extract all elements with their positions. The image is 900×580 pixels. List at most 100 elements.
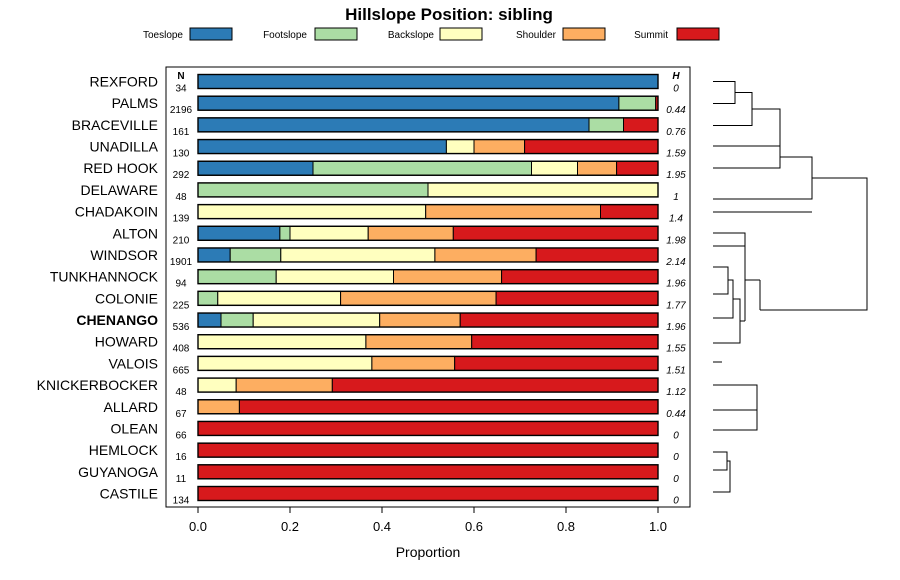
bar-segment-toeslope (197, 139, 447, 155)
h-header: H (672, 71, 680, 82)
n-value: 225 (173, 300, 190, 311)
legend-label-toeslope: Toeslope (143, 30, 183, 41)
bar-segment-shoulder (434, 247, 537, 263)
dendro-branch (713, 460, 731, 493)
bar-row: HOWARD 408 1.55 (95, 334, 686, 355)
bar-segment-backslope (427, 182, 659, 198)
bar-segment-shoulder (425, 204, 602, 220)
bar-segment-footslope (312, 160, 532, 176)
dendro-branch (713, 298, 741, 344)
bar-segment-shoulder (197, 399, 240, 415)
bar-outline (197, 312, 659, 328)
bar-segment-toeslope (197, 312, 222, 328)
bar-segment-shoulder (371, 355, 456, 371)
bar-segment-shoulder (367, 225, 454, 241)
bar-outline (197, 203, 659, 220)
legend-label-footslope: Footslope (263, 30, 307, 41)
bar-outline (197, 399, 659, 415)
bar-segment-summit (524, 139, 659, 155)
x-tick-label: 0.8 (557, 519, 575, 534)
row-label: RED HOOK (83, 160, 158, 176)
bar-row: HEMLOCK 16 0 (89, 442, 679, 463)
dendro-branch (713, 156, 813, 200)
bar-segment-summit (238, 399, 659, 415)
bar-row: GUYANOGA 11 0 (78, 464, 679, 485)
bar-segment-shoulder (393, 269, 503, 285)
h-value: 0.44 (666, 409, 686, 420)
bar-segment-backslope (197, 204, 427, 220)
bar-row: PALMS 2196 0.44 (112, 95, 687, 116)
bar-segment-backslope (289, 225, 369, 241)
x-tick-label: 0.4 (373, 519, 391, 534)
bar-row: DELAWARE 48 1 (80, 182, 678, 203)
row-label: ALTON (113, 225, 158, 241)
h-value: 0.76 (666, 127, 686, 138)
bar-outline (197, 95, 659, 111)
chart-title: Hillslope Position: sibling (345, 5, 553, 24)
h-value: 0 (673, 474, 679, 485)
bar-segment-toeslope (197, 225, 281, 241)
x-tick-label: 0.2 (281, 519, 299, 534)
h-value: 1.4 (669, 214, 683, 225)
bar-segment-summit (535, 247, 659, 263)
bar-segment-footslope (588, 117, 624, 133)
bar-segment-toeslope (197, 74, 659, 89)
bar-row: CHADAKOIN 139 1.4 (75, 204, 684, 225)
bar-segment-shoulder (340, 290, 497, 306)
legend-swatch-shoulder (562, 27, 606, 41)
bar-row: CHENANGO 536 1.96 (76, 312, 686, 333)
bar-segment-backslope (197, 334, 367, 350)
legend-swatch-summit (676, 27, 720, 41)
dendro-branch (713, 232, 746, 247)
bar-segment-toeslope (197, 160, 314, 176)
bar-outline (197, 225, 659, 241)
bar-row: RED HOOK 292 1.95 (83, 160, 686, 181)
bar-outline (197, 485, 659, 502)
dendro-branch (713, 451, 728, 471)
h-value: 0 (673, 452, 679, 463)
dendro-branch (713, 279, 734, 319)
bar-outline (197, 420, 659, 437)
n-value: 536 (173, 322, 190, 333)
bar-row: WINDSOR 1901 2.14 (90, 247, 686, 268)
dendrogram (713, 81, 868, 493)
bar-row: UNADILLA 130 1.59 (90, 139, 687, 160)
bar-segment-toeslope (197, 117, 590, 133)
plot-frame (165, 66, 691, 508)
bar-segment-summit (623, 117, 659, 133)
row-label: HEMLOCK (89, 442, 159, 458)
legend-swatch-footslope (314, 27, 358, 41)
n-header: N (177, 71, 184, 82)
x-tick-label: 0.0 (189, 519, 207, 534)
row-label: OLEAN (111, 420, 158, 436)
legend: Toeslope Footslope Backslope Shoulder Summit (143, 27, 720, 41)
row-label: REXFORD (90, 74, 158, 90)
legend-swatch-backslope (439, 27, 483, 41)
n-value: 11 (176, 474, 187, 485)
n-value: 67 (175, 409, 187, 420)
h-value: 1.51 (666, 365, 685, 376)
bar-segment-backslope (252, 312, 381, 328)
bar-segment-toeslope (197, 95, 620, 111)
h-value: 2.14 (665, 257, 686, 268)
x-axis-title: Proportion (396, 544, 461, 560)
bar-row: VALOIS 665 1.51 (108, 355, 685, 376)
h-value: 1.77 (666, 300, 686, 311)
bar-segment-footslope (229, 247, 282, 263)
bar-segment-backslope (280, 247, 436, 263)
h-value: 1.59 (666, 149, 686, 160)
h-value: 0 (673, 430, 679, 441)
bar-outline (197, 73, 659, 90)
n-value: 34 (175, 84, 187, 95)
row-label: ALLARD (104, 399, 158, 415)
bar-segment-summit (197, 486, 659, 501)
bar-segment-shoulder (473, 139, 526, 155)
bar-segment-toeslope (197, 247, 231, 263)
row-label: UNADILLA (90, 139, 159, 155)
bar-row: CASTILE 134 0 (100, 486, 680, 507)
dendro-branch (713, 81, 736, 104)
bar-outline (197, 117, 659, 133)
